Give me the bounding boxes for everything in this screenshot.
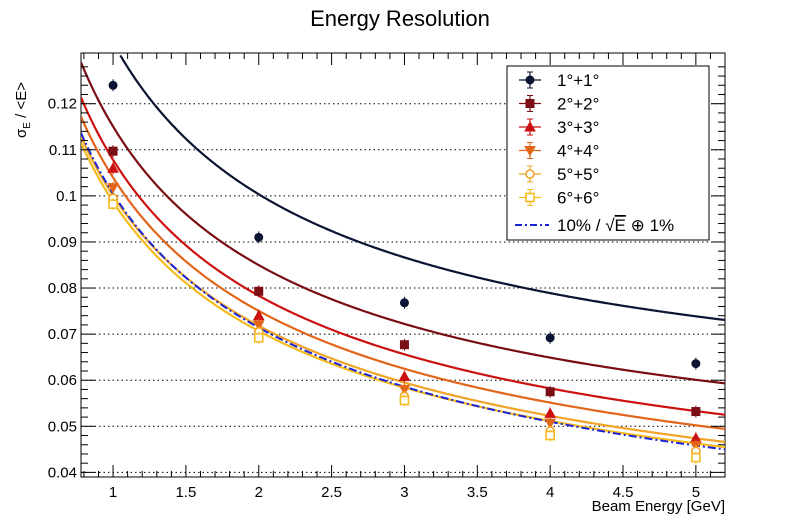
legend-marker — [525, 169, 535, 179]
fit-curve — [81, 61, 725, 385]
legend-box — [506, 65, 710, 241]
fit-curve — [119, 54, 725, 322]
legend-label: 2°+2° — [557, 95, 599, 114]
x-tick-label: 4 — [546, 484, 554, 501]
data-point — [398, 370, 411, 382]
fit-curve — [81, 116, 725, 431]
legend-marker — [525, 75, 535, 85]
data-point — [108, 146, 118, 156]
y-axis-title-sigma: σ — [13, 128, 30, 138]
legend: 1°+1° 2°+2° 3°+3° 4°+4° 5°+5° 6°+6° 10% / √E ⊕… — [506, 65, 710, 241]
data-point — [691, 359, 701, 369]
data-point — [545, 387, 555, 397]
reference-curve — [81, 132, 725, 451]
data-point — [398, 384, 411, 396]
legend-marker — [525, 192, 535, 203]
data-point — [399, 395, 410, 406]
fit-curve — [81, 97, 725, 416]
legend-marker — [524, 120, 536, 132]
data-point — [254, 286, 264, 296]
x-tick-label: 4.5 — [613, 484, 634, 501]
legend-marker — [525, 99, 535, 108]
x-tick-label: 1 — [109, 484, 117, 501]
y-tick-label: 0.12 — [48, 96, 77, 113]
data-point — [108, 199, 118, 209]
axes: 0.04 0.05 0.06 0.07 0.08 0.09 0.1 0.11 0.12 1 1.5 2… — [48, 53, 726, 501]
legend-reference-label: 10% / √E ⊕ 1% — [557, 216, 674, 235]
y-axis-title-rest: / <E> — [13, 82, 30, 122]
y-tick-label: 0.11 — [49, 142, 77, 159]
x-tick-label: 3.5 — [467, 484, 488, 501]
y-tick-label: 0.04 — [48, 464, 77, 481]
x-tick-label: 5 — [692, 484, 700, 501]
y-tick-label: 0.06 — [48, 372, 77, 389]
legend-label: 4°+4° — [557, 142, 599, 161]
y-tick-label: 0.05 — [48, 418, 77, 435]
data-point — [253, 333, 264, 343]
legend-label: 5°+5° — [557, 165, 599, 184]
data-point — [691, 407, 701, 417]
y-tick-label: 0.1 — [56, 188, 77, 205]
data-point — [544, 418, 557, 430]
y-axis-title-sub: E — [22, 122, 33, 129]
data-point — [399, 298, 409, 308]
data-point — [107, 183, 119, 194]
x-tick-label: 2 — [255, 484, 263, 501]
x-tick-label: 2.5 — [321, 484, 342, 501]
y-tick-label: 0.07 — [48, 326, 77, 343]
data-point — [691, 452, 701, 463]
data-point — [545, 430, 555, 441]
legend-label: 6°+6° — [557, 189, 599, 208]
chart-title: Energy Resolution — [310, 6, 490, 31]
data-point — [252, 320, 265, 331]
x-axis-title: Beam Energy [GeV] — [592, 498, 725, 515]
x-tick-label: 1.5 — [175, 484, 196, 501]
data-point — [254, 232, 264, 242]
data-point — [107, 162, 119, 173]
data-point — [545, 333, 555, 343]
x-tick-label: 3 — [400, 484, 408, 501]
data-point — [399, 340, 409, 350]
data-markers — [107, 79, 702, 464]
legend-label: 1°+1° — [557, 71, 599, 90]
y-tick-label: 0.08 — [48, 280, 77, 297]
legend-marker — [524, 146, 536, 157]
legend-label: 3°+3° — [557, 118, 599, 137]
y-axis-title: σE / <E> — [13, 82, 33, 138]
data-point — [108, 80, 118, 90]
y-tick-label: 0.09 — [48, 234, 77, 251]
